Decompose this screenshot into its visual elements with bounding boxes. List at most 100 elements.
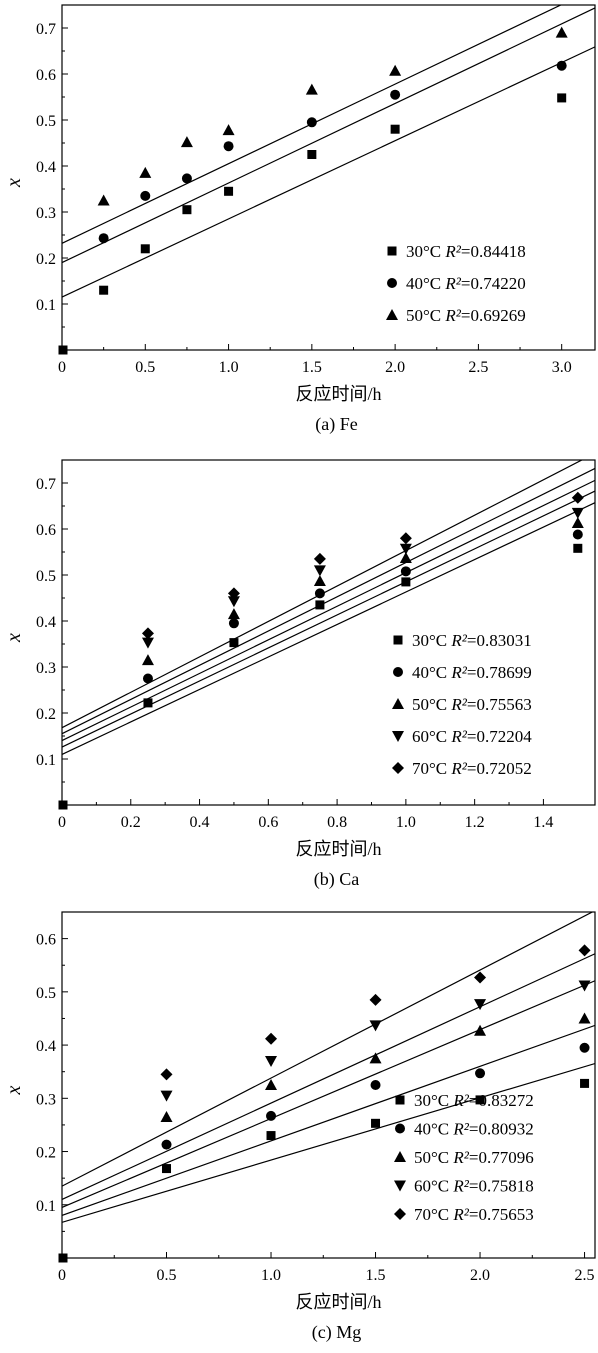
- mg-legend-r2-symbol: R²: [452, 1177, 469, 1196]
- ca-fit-line-0: [62, 502, 595, 755]
- ca-legend-marker-2: [392, 698, 404, 709]
- mg-legend-r2-symbol: R²: [452, 1120, 469, 1139]
- mg-data-point-s3: [265, 1056, 278, 1068]
- mg-y-tick-label: 0.2: [36, 1145, 56, 1162]
- ca-x-tick-label: 0.4: [190, 814, 210, 831]
- ca-plot-frame: [61, 459, 596, 806]
- ca-legend-r2-symbol: R²: [450, 631, 467, 650]
- ca-x-axis-label: 反应时间/h: [295, 839, 381, 859]
- mg-x-tick-label: 0: [58, 1267, 66, 1284]
- fe-data-point-s2: [555, 26, 568, 38]
- fe-panel: 0 0.5 1.0 1.5 2.0 2.5 3.0 0.1 0.2 0.3 0.4 0.5 0.6 0.7…: [3, 4, 596, 435]
- mg-data-point-s0: [580, 1078, 590, 1088]
- fe-data-point-s1: [223, 141, 234, 152]
- fe-y-tick-label: 0.5: [36, 113, 56, 130]
- mg-y-axis-label: x: [3, 1085, 25, 1095]
- mg-data-point-s4: [369, 993, 382, 1006]
- fe-legend-series-name: 30°C: [406, 242, 445, 261]
- fe-x-axis-label: 反应时间/h: [295, 384, 381, 404]
- fe-data-point-s1: [181, 173, 192, 184]
- ca-legend-label-1: 40°C R²=0.78699: [412, 663, 532, 682]
- mg-data-point-s0: [475, 1095, 485, 1105]
- ca-legend-r2-symbol: R²: [450, 759, 467, 778]
- mg-data-point-s2: [265, 1079, 278, 1090]
- ca-y-tick-label: 0.2: [36, 706, 56, 723]
- fe-x-tick-label: 2.0: [385, 359, 405, 376]
- mg-fit-lines: [62, 912, 595, 1223]
- ca-data-point-s0: [401, 577, 411, 587]
- fe-origin-point: [58, 345, 68, 355]
- fe-legend-marker-2: [386, 309, 398, 320]
- ca-data-point-s3: [571, 507, 584, 519]
- ca-legend-series-name: 30°C: [412, 631, 451, 650]
- mg-legend-r2-symbol: R²: [452, 1091, 469, 1110]
- mg-legend-marker-1: [395, 1123, 405, 1134]
- ca-legend-marker-3: [392, 731, 404, 742]
- fe-fit-line-0: [62, 46, 595, 298]
- ca-data-point-s3: [227, 596, 240, 608]
- ca-data-point-s0: [573, 543, 583, 553]
- ca-legend-series-name: 70°C: [412, 759, 451, 778]
- fe-data-point-s0: [99, 285, 109, 295]
- ca-legend-r2-symbol: R²: [450, 695, 467, 714]
- ca-data-point-s1: [314, 588, 325, 599]
- mg-data-point-s2: [369, 1052, 382, 1064]
- fe-x-tick-label: 0.5: [135, 359, 155, 376]
- mg-fit-line-3: [62, 953, 595, 1200]
- ca-fit-line-4: [62, 460, 584, 729]
- mg-data-point-s2: [578, 1012, 591, 1024]
- mg-data-point-s2: [474, 1024, 487, 1036]
- fe-data-point-s2: [222, 124, 235, 136]
- ca-legend-label-0: 30°C R²=0.83031: [412, 631, 532, 650]
- ca-y-tick-label: 0.5: [36, 568, 56, 585]
- fe-x-tick-label: 0: [58, 359, 66, 376]
- fe-y-tick-label: 0.3: [36, 205, 56, 222]
- ca-data-point-s1: [142, 673, 153, 684]
- fe-data-point-s1: [390, 89, 401, 100]
- fe-data-point-s1: [306, 117, 317, 128]
- ca-y-tick-label: 0.7: [36, 476, 56, 493]
- mg-data-point-s4: [578, 944, 591, 957]
- fe-legend-r2-symbol: R²: [444, 274, 461, 293]
- mg-fit-line-0: [62, 1062, 595, 1223]
- fe-x-tick-label: 3.0: [552, 359, 572, 376]
- mg-data-point-s0: [371, 1118, 381, 1128]
- mg-data-point-s3: [160, 1090, 173, 1102]
- fe-data-point-s1: [98, 233, 109, 244]
- ca-fit-line-3: [62, 467, 595, 735]
- ca-fit-line-2: [62, 479, 595, 742]
- ca-data-point-s2: [399, 551, 412, 563]
- mg-y-tick-label: 0.4: [36, 1038, 56, 1055]
- fe-data-point-s0: [182, 205, 192, 215]
- mg-legend-r2-symbol: R²: [452, 1205, 469, 1224]
- fe-legend-r2-value: =0.69269: [461, 306, 526, 325]
- fe-x-tick-label: 1.0: [219, 359, 239, 376]
- ca-legend-r2-value: =0.78699: [467, 663, 532, 682]
- mg-legend-label-4: 70°C R²=0.75653: [414, 1205, 534, 1224]
- ca-data-point-s4: [571, 491, 584, 504]
- ca-legend-marker-1: [393, 667, 403, 677]
- ca-x-tick-label: 0.6: [258, 814, 278, 831]
- mg-panel: 0 0.5 1.0 1.5 2.0 2.5 0.1 0.2 0.3 0.4 0.5 0.6 x 反应时间/…: [3, 911, 596, 1343]
- fe-legend-label-2: 50°C R²=0.69269: [406, 306, 526, 325]
- fe-data-point-s2: [180, 136, 193, 148]
- ca-x-tick-label: 0.2: [121, 814, 141, 831]
- mg-caption: (c) Mg: [312, 1322, 361, 1343]
- mg-data-point-s1: [370, 1080, 381, 1090]
- mg-x-axis-label: 反应时间/h: [295, 1292, 381, 1312]
- ca-fit-lines: [62, 460, 595, 755]
- mg-legend-r2-value: =0.75653: [469, 1205, 534, 1224]
- mg-legend-series-name: 30°C: [414, 1091, 453, 1110]
- mg-legend-series-name: 60°C: [414, 1177, 453, 1196]
- mg-data-point-s2: [160, 1110, 173, 1122]
- ca-data-point-s2: [227, 608, 240, 620]
- ca-data-point-s0: [229, 638, 239, 648]
- ca-x-tick-label: 1.0: [396, 814, 416, 831]
- fe-legend-series-name: 50°C: [406, 306, 445, 325]
- mg-data-point-s4: [160, 1068, 173, 1081]
- ca-y-tick-label: 0.1: [36, 752, 56, 769]
- mg-legend-label-0: 30°C R²=0.83272: [414, 1091, 534, 1110]
